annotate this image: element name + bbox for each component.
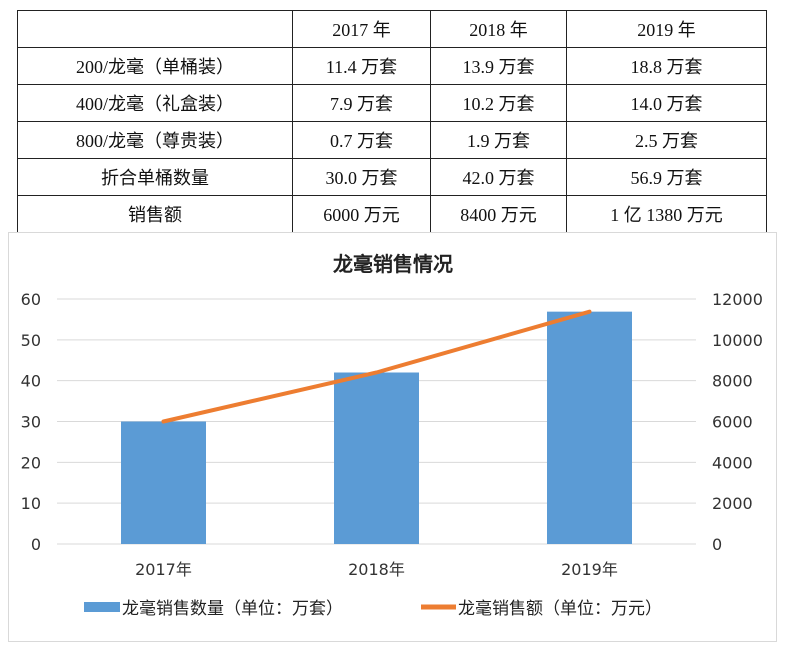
table-cell: 8400 万元 — [431, 196, 567, 233]
table-cell: 800/龙毫（尊贵装） — [18, 122, 293, 159]
chart-title: 龙毫销售情况 — [333, 252, 453, 276]
y-tick-label: 0 — [31, 535, 41, 554]
bar-2019年 — [547, 312, 632, 544]
table-cell: 42.0 万套 — [431, 159, 567, 196]
y2-tick-label: 12000 — [712, 290, 763, 309]
table-cell: 56.9 万套 — [567, 159, 767, 196]
table-cell: 销售额 — [18, 196, 293, 233]
table-cell: 2018 年 — [431, 11, 567, 48]
y2-tick-label: 8000 — [712, 372, 753, 391]
y-tick-label: 10 — [21, 494, 41, 513]
y2-tick-label: 4000 — [712, 453, 753, 472]
table-cell: 18.8 万套 — [567, 48, 767, 85]
table-cell: 13.9 万套 — [431, 48, 567, 85]
table-cell: 30.0 万套 — [293, 159, 431, 196]
y-tick-label: 40 — [21, 372, 41, 391]
y-tick-label: 20 — [21, 453, 41, 472]
bar-2018年 — [334, 373, 419, 545]
table-cell: 2.5 万套 — [567, 122, 767, 159]
legend-label: 龙毫销售数量（单位：万套） — [122, 599, 343, 619]
y2-tick-label: 2000 — [712, 494, 753, 513]
table-cell: 1 亿 1380 万元 — [567, 196, 767, 233]
table-cell: 10.2 万套 — [431, 85, 567, 122]
table-cell: 11.4 万套 — [293, 48, 431, 85]
table-cell: 2019 年 — [567, 11, 767, 48]
table-cell: 6000 万元 — [293, 196, 431, 233]
table-cell: 1.9 万套 — [431, 122, 567, 159]
x-tick-label: 2017年 — [135, 560, 192, 579]
y2-tick-label: 6000 — [712, 413, 753, 432]
sales-chart: 龙毫销售情况 0 10 20 30 40 50 60 0 2000 4000 6000 8000 1000… — [8, 232, 777, 642]
y2-tick-label: 10000 — [712, 331, 763, 350]
table-cell: 2017 年 — [293, 11, 431, 48]
y2-tick-label: 0 — [712, 535, 722, 554]
table-cell: 400/龙毫（礼盒装） — [18, 85, 293, 122]
y-tick-label: 30 — [21, 413, 41, 432]
legend-swatch-bar — [84, 602, 120, 612]
table-cell — [18, 11, 293, 48]
legend-label: 龙毫销售额（单位：万元） — [458, 599, 662, 619]
y-tick-label: 60 — [21, 290, 41, 309]
table-cell: 200/龙毫（单桶装） — [18, 48, 293, 85]
x-tick-label: 2019年 — [561, 560, 618, 579]
table-cell: 7.9 万套 — [293, 85, 431, 122]
bar-2017年 — [121, 422, 206, 545]
x-tick-label: 2018年 — [348, 560, 405, 579]
table-cell: 14.0 万套 — [567, 85, 767, 122]
table-cell: 折合单桶数量 — [18, 159, 293, 196]
table-cell: 0.7 万套 — [293, 122, 431, 159]
y-tick-label: 50 — [21, 331, 41, 350]
